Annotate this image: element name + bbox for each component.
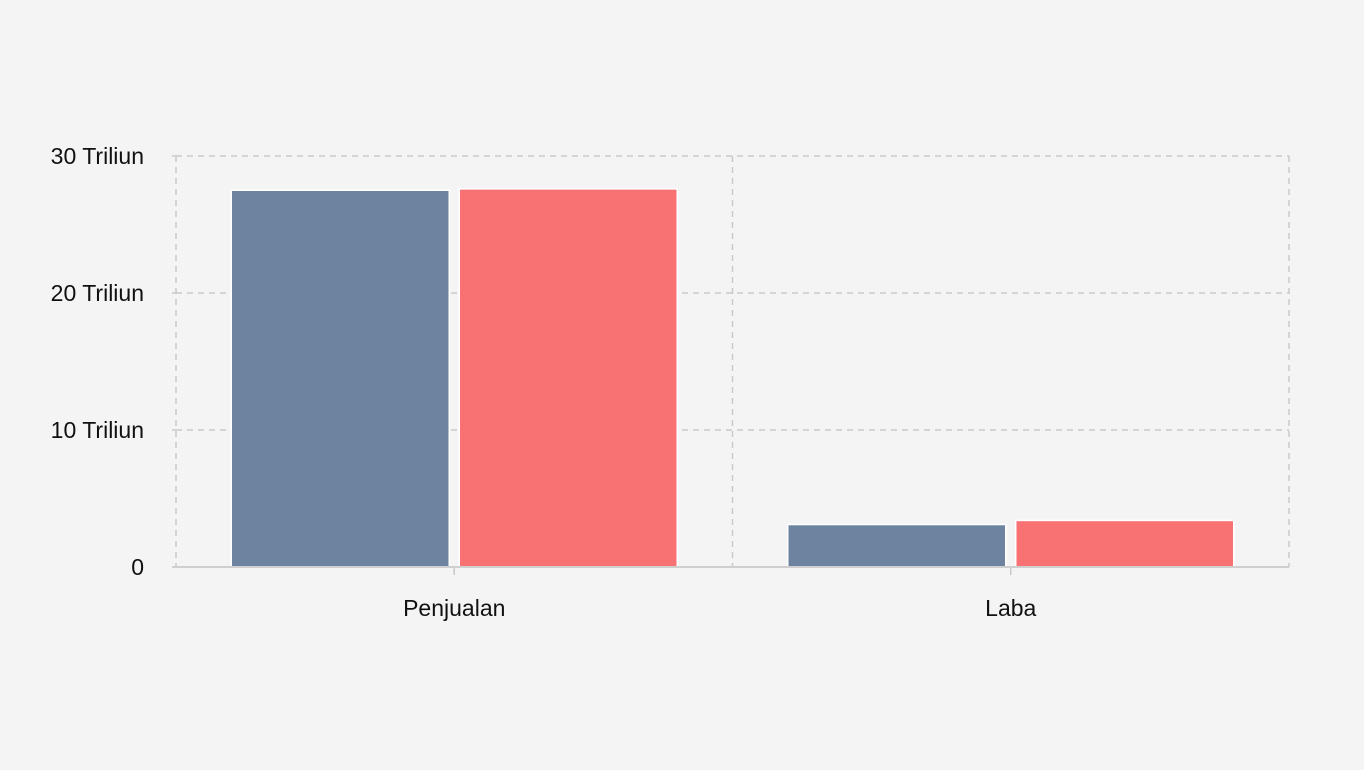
- x-tick-label: Penjualan: [403, 595, 505, 621]
- y-tick-label: 0: [131, 554, 144, 580]
- bars: [230, 188, 1235, 568]
- axes: [172, 155, 1289, 575]
- bar-laba-series-1: [787, 523, 1007, 568]
- y-tick-label: 20 Triliun: [51, 280, 144, 306]
- bar-penjualan-series-1: [230, 189, 450, 568]
- y-tick-label: 30 Triliun: [51, 143, 144, 169]
- x-tick-label: Laba: [985, 595, 1036, 621]
- grid: [175, 155, 1290, 567]
- bar-laba-series-2: [1015, 519, 1235, 568]
- axis-labels: 0 10 Triliun 20 Triliun 30 Triliun Penjualan…: [51, 143, 1037, 621]
- y-tick-label: 10 Triliun: [51, 417, 144, 443]
- bar-penjualan-series-2: [458, 188, 678, 568]
